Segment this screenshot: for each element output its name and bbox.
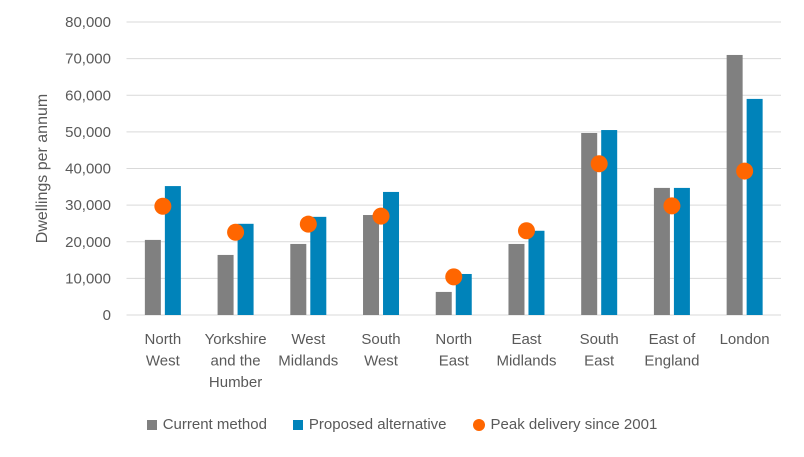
point-peak-delivery bbox=[227, 223, 245, 241]
y-tick-label: 60,000 bbox=[65, 87, 111, 104]
point-peak-delivery bbox=[445, 268, 463, 286]
x-tick-label: East bbox=[511, 331, 542, 348]
point-peak-delivery bbox=[736, 162, 754, 180]
bar-current-method bbox=[581, 132, 598, 315]
x-tick-label: West bbox=[364, 353, 399, 370]
x-tick-label: Yorkshire bbox=[205, 331, 267, 348]
point-peak-delivery bbox=[517, 222, 535, 240]
x-tick-label: East of bbox=[649, 331, 697, 348]
x-tick-label: Midlands bbox=[278, 353, 338, 370]
x-tick-label: West bbox=[146, 353, 181, 370]
bar-proposed-alternative bbox=[164, 186, 181, 315]
bar-current-method bbox=[217, 254, 234, 315]
x-tick-label: South bbox=[580, 331, 619, 348]
legend-swatch-blue bbox=[292, 419, 303, 430]
x-tick-label: and the bbox=[211, 353, 261, 370]
legend: Current method Proposed alternative Peak… bbox=[0, 416, 804, 433]
bar-proposed-alternative bbox=[237, 223, 254, 315]
point-peak-delivery bbox=[154, 197, 172, 215]
bar-proposed-alternative bbox=[310, 216, 327, 315]
point-peak-delivery bbox=[299, 215, 317, 233]
legend-swatch-gray bbox=[146, 419, 157, 430]
y-tick-label: 20,000 bbox=[65, 234, 111, 251]
point-peak-delivery bbox=[372, 207, 390, 225]
legend-marker-orange bbox=[472, 418, 485, 431]
x-tick-label: North bbox=[435, 331, 472, 348]
bar-current-method bbox=[435, 291, 452, 315]
y-axis-label: Dwellings per annum bbox=[34, 94, 51, 243]
y-tick-label: 80,000 bbox=[65, 14, 111, 31]
x-tick-label: East bbox=[584, 353, 615, 370]
y-tick-label: 50,000 bbox=[65, 124, 111, 141]
legend-label: Current method bbox=[162, 416, 267, 433]
bar-current-method bbox=[363, 215, 380, 315]
x-tick-label: North bbox=[145, 331, 182, 348]
y-tick-label: 0 bbox=[103, 307, 111, 324]
bar-proposed-alternative bbox=[383, 191, 400, 315]
bar-proposed-alternative bbox=[528, 230, 545, 315]
y-tick-label: 10,000 bbox=[65, 270, 111, 287]
point-peak-delivery bbox=[590, 155, 608, 173]
legend-item-current-method: Current method bbox=[146, 416, 267, 433]
y-tick-label: 30,000 bbox=[65, 197, 111, 214]
x-tick-label: South bbox=[361, 331, 400, 348]
bar-current-method bbox=[144, 239, 161, 315]
bar-current-method bbox=[653, 187, 670, 315]
bar-proposed-alternative bbox=[746, 98, 763, 315]
x-tick-label: East bbox=[439, 353, 470, 370]
x-tick-label: England bbox=[644, 353, 699, 370]
chart-plot: 0 10,000 20,000 30,000 40,000 50,000 60,000 70,… bbox=[34, 14, 781, 391]
x-tick-label: London bbox=[720, 331, 770, 348]
x-tick-label: Humber bbox=[209, 374, 262, 391]
legend-item-proposed-alternative: Proposed alternative bbox=[292, 416, 447, 433]
x-tick-label: West bbox=[291, 331, 326, 348]
legend-item-peak-delivery: Peak delivery since 2001 bbox=[472, 416, 658, 433]
bar-proposed-alternative bbox=[673, 187, 690, 315]
legend-label: Peak delivery since 2001 bbox=[490, 416, 658, 433]
bar-current-method bbox=[508, 243, 525, 315]
legend-label: Proposed alternative bbox=[308, 416, 447, 433]
point-peak-delivery bbox=[663, 197, 681, 215]
y-tick-label: 70,000 bbox=[65, 51, 111, 68]
x-tick-label: Midlands bbox=[496, 353, 556, 370]
y-tick-label: 40,000 bbox=[65, 161, 111, 178]
bar-proposed-alternative bbox=[455, 273, 472, 315]
bar-current-method bbox=[726, 54, 743, 316]
bar-current-method bbox=[290, 243, 307, 315]
bar-proposed-alternative bbox=[601, 130, 618, 315]
